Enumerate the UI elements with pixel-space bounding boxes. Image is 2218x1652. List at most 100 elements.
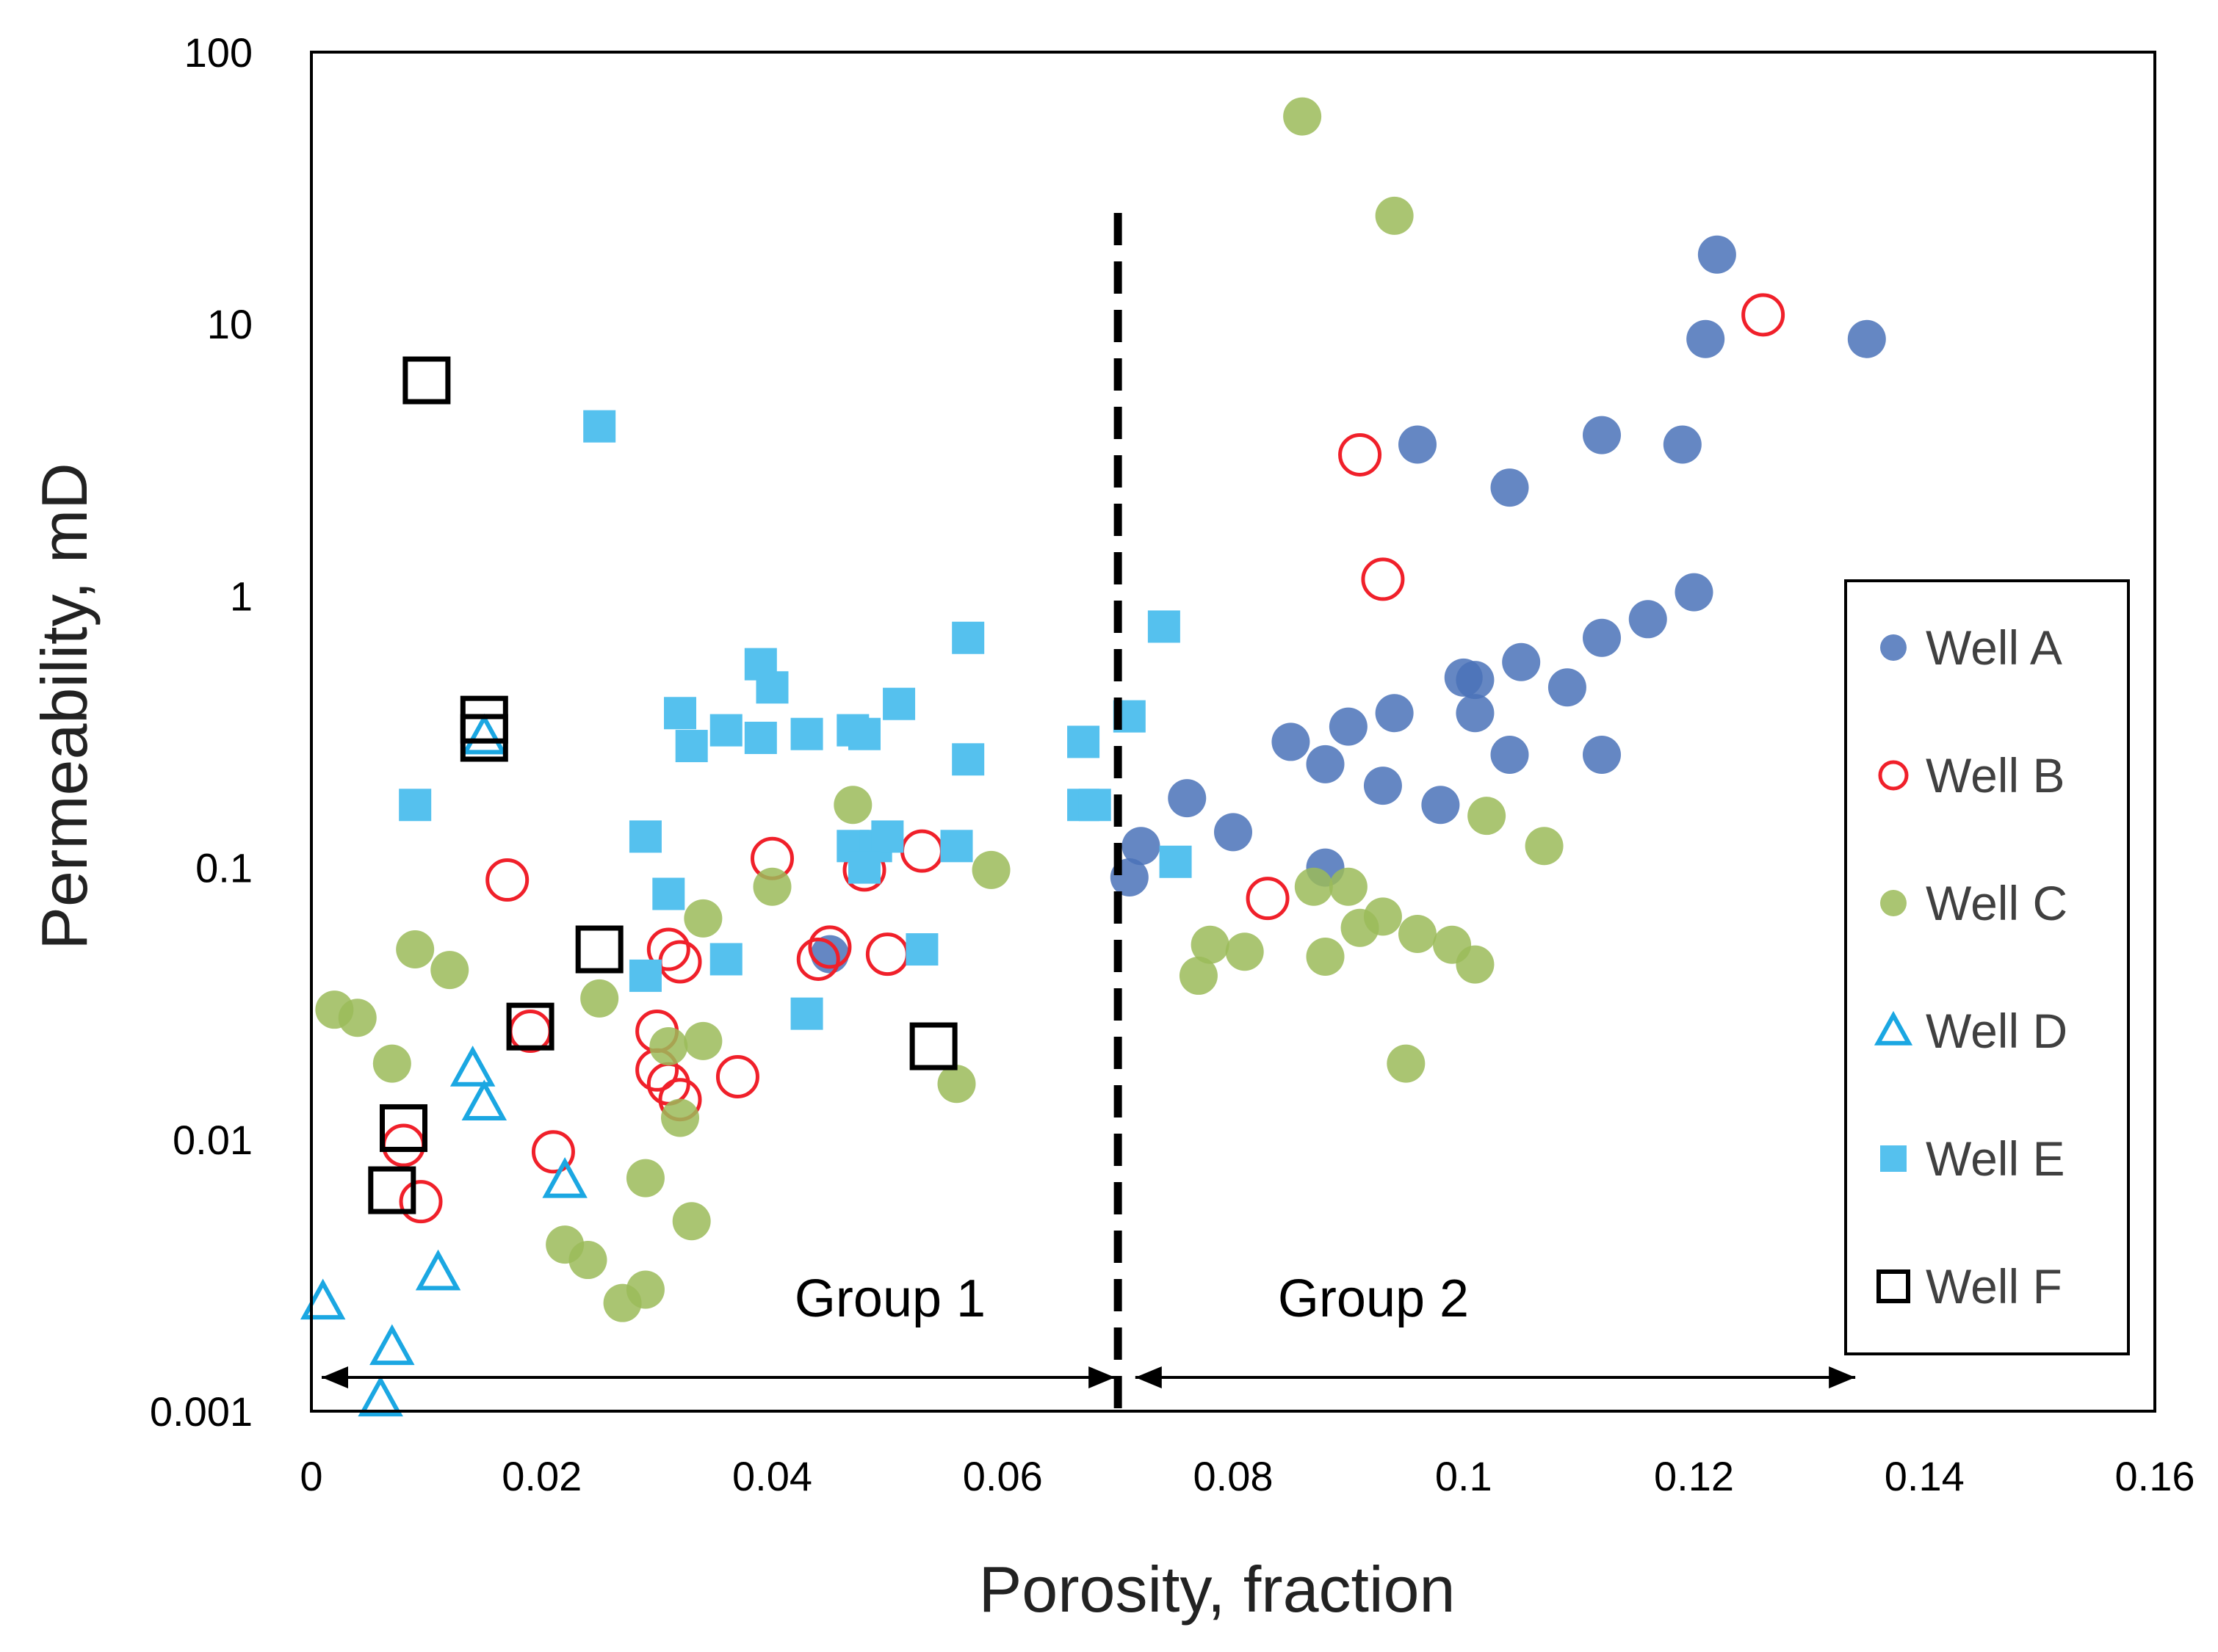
well-c-point-0 — [1283, 97, 1322, 136]
well-e-point-29 — [629, 959, 662, 992]
well-a-point-19 — [1490, 735, 1529, 774]
well-f-point-7 — [368, 1166, 416, 1214]
well-b-point-4 — [485, 858, 530, 902]
well-c-point-6 — [753, 867, 792, 906]
well-e-point-18 — [1078, 789, 1111, 822]
well-b-point-10 — [796, 937, 840, 981]
group-2-arrow — [1135, 1366, 1856, 1388]
well-a-point-3 — [1583, 416, 1621, 454]
well-c-point-31 — [672, 1202, 711, 1241]
legend-marker-well-d — [1874, 1010, 1913, 1046]
well-d-point-2 — [461, 1079, 507, 1120]
x-tick-label: 0.06 — [963, 1453, 1043, 1499]
well-b-point-18 — [715, 1054, 759, 1098]
well-c-point-13 — [1363, 897, 1402, 936]
series-well-e — [399, 410, 1192, 1030]
legend-entry-well-b: Well B — [1878, 748, 2065, 803]
legend-box — [1844, 579, 2130, 1355]
well-d-point-7 — [358, 1375, 403, 1417]
legend-entry-well-e: Well E — [1880, 1131, 2065, 1186]
legend-label-well-b: Well B — [1926, 748, 2065, 803]
well-e-point-13 — [675, 730, 708, 763]
well-c-point-30 — [626, 1159, 665, 1198]
well-c-point-7 — [684, 899, 723, 938]
well-e-point-2 — [1147, 610, 1180, 643]
group-1-label: Group 1 — [795, 1269, 986, 1328]
well-c-point-2 — [1467, 797, 1506, 836]
well-c-point-10 — [1294, 867, 1333, 906]
well-e-point-26 — [652, 877, 685, 910]
well-b-point-0 — [1741, 293, 1785, 337]
well-a-point-5 — [1398, 425, 1437, 464]
legend-marker-well-e — [1880, 1145, 1907, 1172]
well-e-point-15 — [952, 743, 985, 776]
well-b-point-21 — [399, 1180, 443, 1224]
series-well-f — [368, 356, 958, 1214]
x-tick-label: 0.14 — [1885, 1453, 1965, 1499]
well-d-point-6 — [369, 1324, 415, 1366]
well-a-point-8 — [1628, 600, 1667, 639]
well-c-point-8 — [396, 930, 435, 969]
well-e-point-12 — [848, 717, 881, 750]
well-a-point-9 — [1583, 618, 1621, 657]
well-a-point-22 — [1421, 786, 1460, 825]
y-tick-label: 10 — [207, 301, 253, 347]
legend-entry-well-a: Well A — [1880, 620, 2062, 675]
plot-area-border — [310, 51, 2156, 1413]
y-tick-label: 0.001 — [150, 1388, 253, 1435]
well-a-point-18 — [1306, 745, 1345, 783]
well-a-point-14 — [1456, 694, 1495, 733]
legend-marker-well-c — [1880, 890, 1907, 916]
well-a-point-25 — [1121, 827, 1160, 866]
well-f-point-4 — [506, 1002, 554, 1051]
well-a-point-16 — [1329, 707, 1368, 746]
well-e-point-4 — [756, 671, 789, 704]
well-e-point-16 — [399, 789, 432, 822]
well-b-point-11 — [808, 925, 852, 969]
well-c-point-4 — [972, 850, 1011, 889]
x-tick-label: 0 — [300, 1453, 322, 1499]
group-arrows — [322, 1366, 1856, 1388]
well-b-point-19 — [531, 1130, 575, 1174]
well-c-point-1 — [1375, 196, 1414, 235]
well-e-point-28 — [709, 943, 743, 976]
well-a-point-1 — [1686, 319, 1725, 358]
x-axis-title: Porosity, fraction — [979, 1553, 1456, 1626]
legend-label-well-d: Well D — [1926, 1004, 2067, 1058]
y-tick-label: 100 — [184, 29, 253, 76]
well-e-point-27 — [906, 933, 939, 966]
well-a-point-13 — [1547, 668, 1586, 707]
y-axis-title: Permeability, mD — [28, 463, 101, 949]
legend-marker-well-a — [1880, 634, 1907, 661]
well-e-point-24 — [1159, 845, 1192, 878]
legend-entry-well-d: Well D — [1874, 1004, 2067, 1058]
well-a-point-4 — [1663, 425, 1702, 464]
well-c-point-27 — [684, 1021, 723, 1060]
legend-marker-well-f — [1876, 1269, 1910, 1303]
legend-label-well-a: Well A — [1926, 620, 2062, 675]
well-c-point-25 — [580, 979, 619, 1018]
legend-marker-well-b — [1878, 760, 1909, 791]
well-c-point-11 — [1329, 867, 1368, 906]
well-c-point-33 — [568, 1241, 607, 1280]
x-tick-label: 0.02 — [502, 1453, 582, 1499]
well-d-point-5 — [300, 1278, 346, 1320]
x-tick-label: 0.12 — [1654, 1453, 1734, 1499]
x-tick-label: 0.04 — [732, 1453, 812, 1499]
well-e-point-25 — [848, 851, 881, 884]
well-c-point-29 — [937, 1065, 976, 1104]
legend-entry-well-f: Well F — [1876, 1259, 2062, 1314]
well-a-point-24 — [1214, 813, 1252, 852]
well-c-point-17 — [1191, 925, 1229, 964]
well-a-point-2 — [1847, 319, 1886, 358]
well-a-point-6 — [1490, 468, 1529, 507]
well-f-point-6 — [380, 1104, 427, 1152]
well-a-point-20 — [1583, 735, 1621, 774]
well-e-point-0 — [583, 410, 616, 443]
well-c-point-19 — [1179, 956, 1218, 995]
well-e-point-5 — [883, 687, 916, 720]
series-well-c — [315, 97, 1564, 1322]
y-tick-label: 0.1 — [195, 845, 253, 891]
x-tick-label: 0.16 — [2115, 1453, 2195, 1499]
legend-entry-well-c: Well C — [1880, 876, 2067, 930]
